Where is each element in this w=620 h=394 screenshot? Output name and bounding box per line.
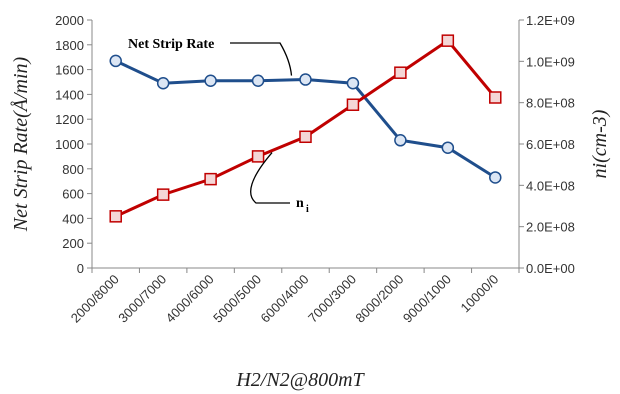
right-tick-label: 6.0E+08: [526, 137, 575, 152]
series-2-point: [489, 91, 502, 104]
series-1-point: [346, 76, 360, 90]
x-tick-label: 3000/7000: [115, 272, 169, 326]
x-tick-labels: 2000/80003000/70004000/60005000/50006000…: [68, 268, 520, 326]
left-tick-label: 1200: [55, 112, 84, 127]
series-2-point: [441, 34, 455, 47]
left-tick-label: 1600: [55, 63, 84, 78]
series-2-point: [204, 172, 217, 186]
annotation-ni: n: [296, 196, 304, 211]
right-tick-label: 1.0E+09: [526, 54, 575, 69]
y-right-axis-title: ni(cm-3): [589, 109, 611, 178]
x-tick-label: 2000/8000: [68, 272, 122, 326]
annotation-ni-subscript: i: [306, 204, 309, 215]
axis-titles: H2/N2@800mT Net Strip Rate(Å/min) ni(cm-3): [10, 56, 611, 391]
annotation-leader-ni: [250, 152, 290, 204]
left-tick-label: 800: [62, 162, 84, 177]
series-1-point: [394, 134, 407, 147]
series-1-point: [489, 171, 502, 184]
x-tick-label: 7000/3000: [305, 272, 359, 326]
series-layer: [109, 34, 502, 223]
series-2-point: [109, 210, 122, 223]
left-tick-label: 200: [62, 236, 84, 251]
right-tick-label: 8.0E+08: [526, 96, 575, 111]
x-axis-title: H2/N2@800mT: [235, 369, 365, 391]
left-tick-label: 1000: [55, 137, 84, 152]
left-tick-label: 2000: [55, 13, 84, 28]
right-tick-label: 1.2E+09: [526, 13, 575, 28]
series-2-point: [156, 188, 170, 201]
series-1-point: [441, 141, 455, 154]
series-1-point: [299, 73, 312, 86]
series-2-point: [251, 150, 265, 163]
x-tick-label: 8000/2000: [352, 272, 406, 326]
left-tick-label: 0: [77, 261, 84, 276]
series-1-point: [204, 74, 217, 88]
left-tick-labels: 0 200 400 600 800 1000 1200 1400 1600 1800 2000: [55, 13, 92, 276]
right-tick-label: 2.0E+08: [526, 220, 575, 235]
annotation-leader-net-strip-rate: [230, 42, 293, 76]
axes: [91, 20, 520, 269]
x-tick-label: 5000/5000: [210, 272, 264, 326]
x-tick-label: 9000/1000: [400, 272, 454, 326]
x-tick-label: 6000/4000: [258, 272, 312, 326]
annotation-net-strip-rate: Net Strip Rate: [128, 37, 214, 52]
series-2-point: [394, 66, 407, 79]
series-1-point: [251, 74, 265, 88]
left-tick-label: 600: [62, 187, 84, 202]
x-tick-label: 4000/6000: [163, 272, 217, 326]
series-line-2: [115, 38, 497, 218]
y-left-axis-title: Net Strip Rate(Å/min): [10, 56, 32, 232]
right-tick-label: 4.0E+08: [526, 178, 575, 193]
series-2-point: [299, 130, 312, 144]
series-2-point: [346, 98, 360, 111]
right-tick-label: 0.0E+00: [526, 261, 575, 276]
series-1-point: [156, 76, 170, 90]
left-tick-label: 400: [62, 211, 84, 226]
series-1-point: [109, 54, 122, 68]
annotations: Net Strip Rate n i: [128, 37, 309, 215]
left-tick-label: 1400: [55, 87, 84, 102]
right-tick-labels: 0.0E+00 2.0E+08 4.0E+08 6.0E+08 8.0E+08 1.0E+…: [519, 13, 575, 276]
left-tick-label: 1800: [55, 38, 84, 53]
x-tick-label: 10000/0: [458, 272, 502, 316]
